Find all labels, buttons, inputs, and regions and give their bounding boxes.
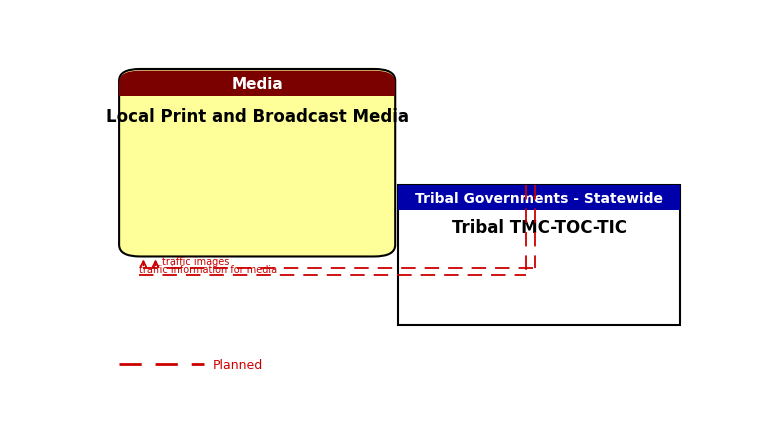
Text: Local Print and Broadcast Media: Local Print and Broadcast Media xyxy=(106,108,409,126)
Text: traffic images: traffic images xyxy=(161,256,229,266)
FancyBboxPatch shape xyxy=(119,71,395,96)
Bar xyxy=(399,186,680,211)
Text: traffic information for media: traffic information for media xyxy=(139,264,277,274)
Text: Tribal Governments - Statewide: Tribal Governments - Statewide xyxy=(415,191,663,205)
Bar xyxy=(399,186,680,325)
Text: Media: Media xyxy=(231,77,283,91)
Bar xyxy=(119,83,395,96)
FancyBboxPatch shape xyxy=(119,70,395,257)
Text: Planned: Planned xyxy=(213,358,263,371)
Text: Tribal TMC-TOC-TIC: Tribal TMC-TOC-TIC xyxy=(452,219,626,237)
